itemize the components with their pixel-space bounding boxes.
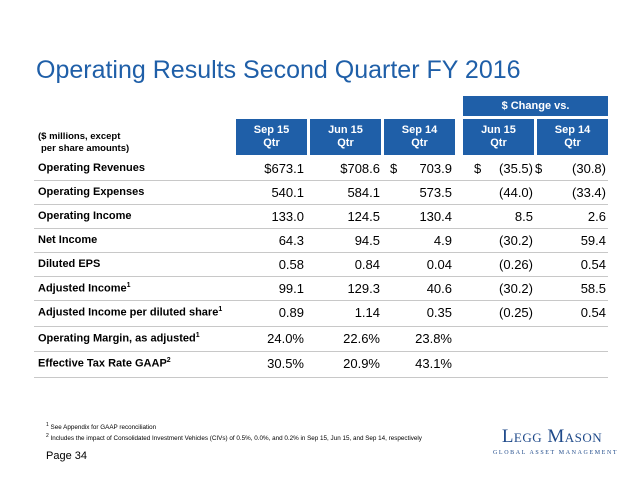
value-cell-c4: (30.2)	[499, 281, 533, 296]
column-header-sep15: Sep 15 Qtr	[236, 119, 307, 155]
value-cell-c1: 24.0%	[267, 331, 304, 346]
units-label: ($ millions, except per share amounts)	[38, 131, 130, 154]
value-cell-c3: 703.9	[419, 161, 452, 176]
row-label: Effective Tax Rate GAAP2	[38, 357, 171, 370]
value-cell-c5: 0.54	[580, 257, 606, 272]
value-cell-c3: 40.6	[426, 281, 452, 296]
row-label: Operating Expenses	[38, 186, 145, 198]
table-row: Effective Tax Rate GAAP2 30.5% 20.9% 43.1%	[34, 352, 608, 378]
table-row: Operating Margin, as adjusted1 24.0% 22.6%…	[34, 327, 608, 352]
currency-symbol: $	[390, 161, 398, 176]
value-cell-c1: $673.1	[264, 161, 304, 176]
value-cell-c2: 124.5	[347, 209, 380, 224]
value-cell-c3: 43.1%	[415, 356, 452, 371]
value-cell-c1: 540.1	[271, 185, 304, 200]
page-number: Page 34	[46, 450, 87, 462]
value-cell-c1: 133.0	[271, 209, 304, 224]
value-cell-c4: (0.26)	[499, 257, 533, 272]
row-label: Operating Margin, as adjusted1	[38, 332, 200, 345]
value-cell-c5: 58.5	[580, 281, 606, 296]
table-row: Net Income 64.3 94.5 4.9 (30.2) 59.4	[34, 229, 608, 253]
value-cell-c2: 1.14	[354, 305, 380, 320]
value-cell-c2: $708.6	[340, 161, 380, 176]
table-row: Adjusted Income1 99.1 129.3 40.6 (30.2) 58.5	[34, 277, 608, 301]
value-cell-c2: 0.84	[354, 257, 380, 272]
value-cell-c3: 23.8%	[415, 331, 452, 346]
value-cell-c2: 94.5	[354, 233, 380, 248]
footnote-1: 1 See Appendix for GAAP reconciliation	[46, 422, 157, 432]
row-label: Adjusted Income per diluted share1	[38, 306, 223, 319]
value-cell-c5: 59.4	[580, 233, 606, 248]
logo-name: Legg Mason	[501, 426, 603, 447]
value-cell-c2: 129.3	[347, 281, 380, 296]
value-cell-c1: 0.58	[278, 257, 304, 272]
row-label: Operating Revenues	[38, 162, 145, 174]
page-title: Operating Results Second Quarter FY 2016	[36, 56, 521, 84]
value-cell-c4: 8.5	[514, 209, 533, 224]
table-row: Adjusted Income per diluted share1 0.89 1.…	[34, 301, 608, 327]
value-cell-c5: (30.8)	[572, 161, 606, 176]
column-header-change-sep14: Sep 14 Qtr	[537, 119, 608, 155]
change-vs-header: $ Change vs.	[463, 96, 608, 116]
value-cell-c4: (35.5)	[499, 161, 533, 176]
value-cell-c2: 22.6%	[343, 331, 380, 346]
row-label: Operating Income	[38, 210, 132, 222]
value-cell-c3: 130.4	[419, 209, 452, 224]
table-row: Operating Expenses 540.1 584.1 573.5 (44.0) (…	[34, 181, 608, 205]
value-cell-c3: 0.04	[426, 257, 452, 272]
footnotes: 1 See Appendix for GAAP reconciliation 2…	[46, 421, 422, 443]
logo-tagline: GLOBAL ASSET MANAGEMENT	[493, 450, 619, 456]
currency-symbol: $	[474, 161, 482, 176]
value-cell-c5: 0.54	[580, 305, 606, 320]
footnote-2: 2 Includes the impact of Consolidated In…	[46, 433, 422, 443]
table-row: Operating Revenues $673.1 $708.6 703.9 $ (35.…	[34, 157, 608, 181]
value-cell-c1: 30.5%	[267, 356, 304, 371]
value-cell-c3: 4.9	[433, 233, 452, 248]
currency-symbol: $	[535, 161, 543, 176]
column-header-change-jun15: Jun 15 Qtr	[463, 119, 534, 155]
value-cell-c2: 20.9%	[343, 356, 380, 371]
value-cell-c4: (30.2)	[499, 233, 533, 248]
value-cell-c1: 64.3	[278, 233, 304, 248]
row-label: Adjusted Income1	[38, 282, 131, 295]
value-cell-c4: (0.25)	[499, 305, 533, 320]
value-cell-c1: 99.1	[278, 281, 304, 296]
legg-mason-logo: Legg Mason GLOBAL ASSET MANAGEMENT	[493, 426, 619, 456]
value-cell-c1: 0.89	[278, 305, 304, 320]
table-row: Diluted EPS 0.58 0.84 0.04 (0.26) 0.54	[34, 253, 608, 277]
column-header-jun15: Jun 15 Qtr	[310, 119, 381, 155]
value-cell-c5: 2.6	[587, 209, 606, 224]
column-header-sep14: Sep 14 Qtr	[384, 119, 455, 155]
row-label: Net Income	[38, 234, 98, 246]
value-cell-c4: (44.0)	[499, 185, 533, 200]
row-label: Diluted EPS	[38, 258, 101, 270]
value-cell-c3: 573.5	[419, 185, 452, 200]
value-cell-c3: 0.35	[426, 305, 452, 320]
value-cell-c5: (33.4)	[572, 185, 606, 200]
value-cell-c2: 584.1	[347, 185, 380, 200]
table-row: Operating Income 133.0 124.5 130.4 8.5 2.6	[34, 205, 608, 229]
